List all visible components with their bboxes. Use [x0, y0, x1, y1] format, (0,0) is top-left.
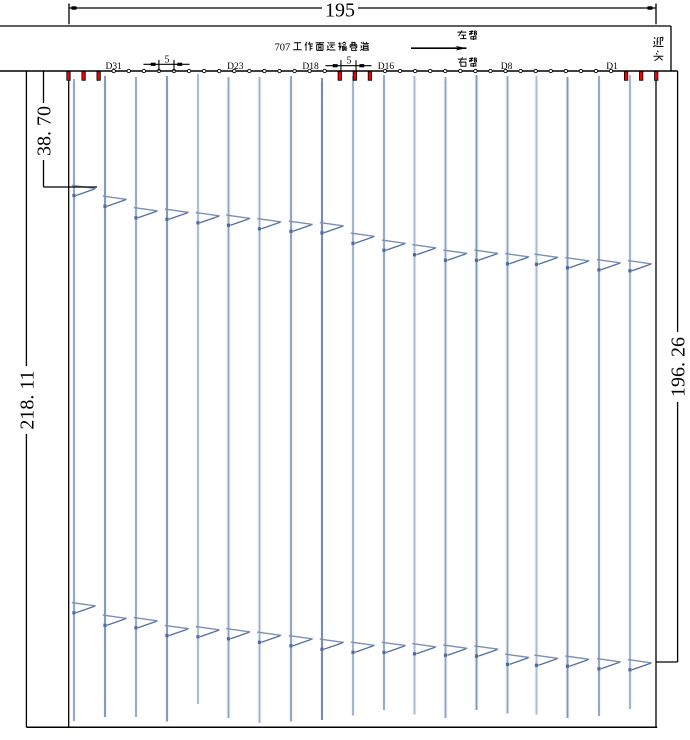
- svg-text:D8: D8: [501, 62, 513, 72]
- svg-text:5: 5: [346, 56, 351, 67]
- svg-text:D1: D1: [606, 62, 618, 72]
- svg-text:D31: D31: [106, 62, 123, 72]
- svg-text:D23: D23: [227, 62, 244, 72]
- svg-text:D18: D18: [302, 62, 319, 72]
- svg-text:195: 195: [325, 0, 355, 22]
- svg-text:38. 70: 38. 70: [34, 106, 56, 156]
- svg-text:5: 5: [164, 54, 169, 65]
- svg-text:196. 26: 196. 26: [668, 337, 690, 397]
- svg-text:D16: D16: [378, 62, 395, 72]
- svg-text:218. 11: 218. 11: [17, 370, 39, 429]
- svg-text:707: 707: [275, 42, 291, 53]
